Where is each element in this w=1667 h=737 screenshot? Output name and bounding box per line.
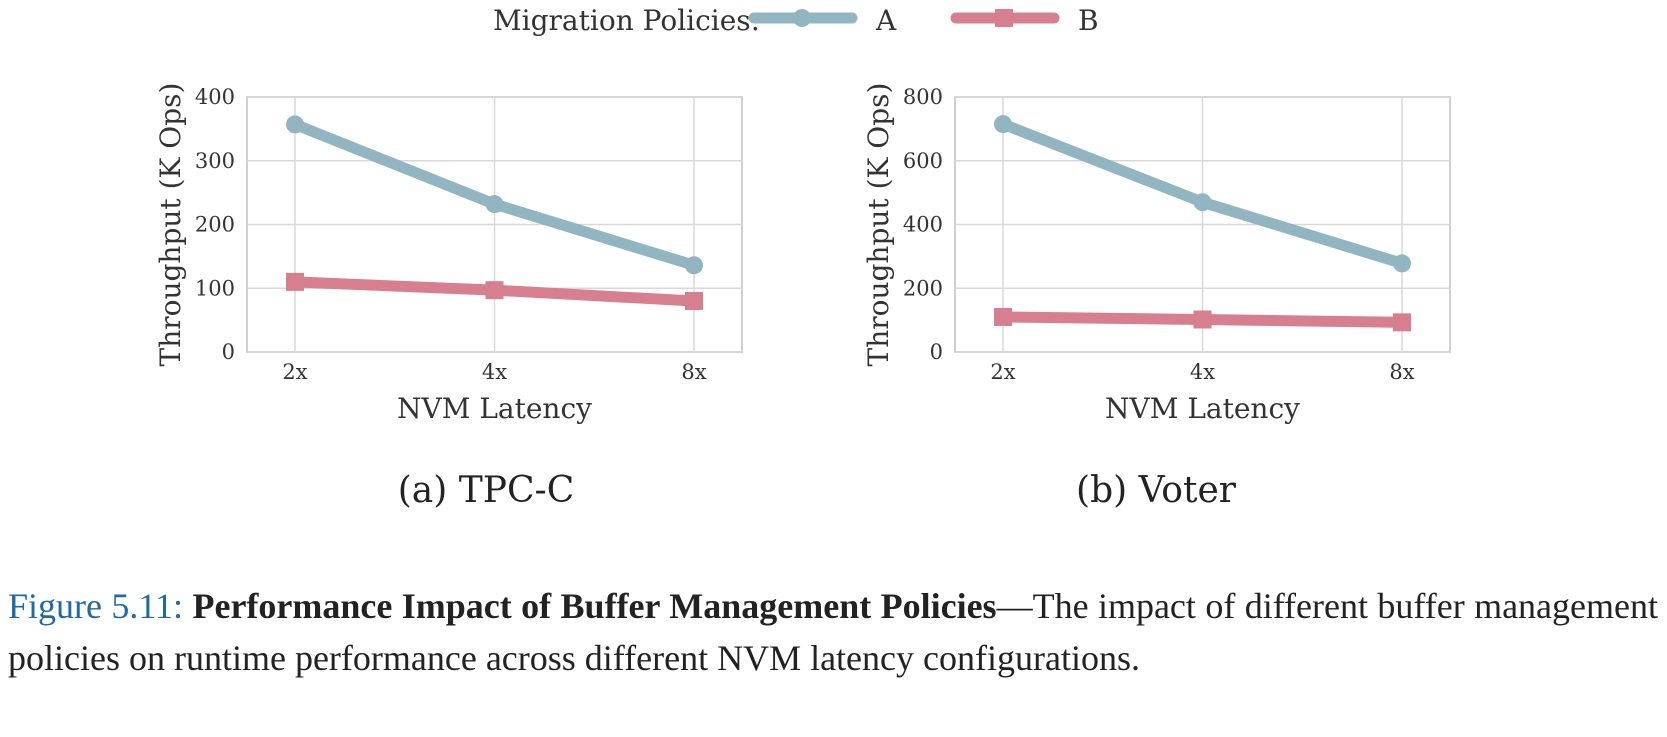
y-tick-label: 400	[903, 213, 943, 237]
x-tick-label: 4x	[482, 360, 507, 384]
figure-caption-text: —The impact of different buffer manageme…	[8, 586, 1658, 678]
subcaption-voter: (b) Voter	[1076, 470, 1236, 511]
x-tick-label: 8x	[1389, 360, 1414, 384]
legend-title: Migration Policies:	[493, 4, 761, 37]
chart-tpcc: 0 100 200 300 400 2x 4x 8x NVM Latency Throughput…	[154, 83, 743, 425]
data-point-a	[485, 195, 504, 214]
data-point-b	[286, 272, 304, 291]
x-axis-label: NVM Latency	[397, 392, 592, 425]
y-tick-label: 0	[930, 340, 943, 364]
figure-title: Performance Impact of Buffer Management …	[192, 586, 997, 626]
data-point-b	[994, 307, 1012, 326]
data-point-a	[685, 256, 703, 275]
y-tick-label: 800	[903, 85, 943, 109]
y-tick-label: 200	[903, 276, 943, 300]
y-tick-label: 0	[222, 340, 235, 364]
legend-label-a: A	[876, 4, 897, 37]
y-tick-label: 200	[195, 213, 235, 237]
y-tick-label: 600	[903, 149, 943, 173]
chart-voter: 0 200 400 600 800 2x 4x 8x NVM Latency Throughput…	[862, 83, 1451, 425]
data-point-b	[1193, 310, 1212, 329]
figure-caption: Figure 5.11: Performance Impact of Buffe…	[8, 580, 1658, 684]
y-axis-label: Throughput (K Ops)	[154, 83, 187, 367]
y-tick-label: 400	[195, 85, 235, 109]
y-tick-label: 300	[195, 149, 235, 173]
data-point-a	[1193, 193, 1212, 212]
data-point-a	[286, 115, 304, 134]
legend-swatch-b	[950, 9, 1060, 27]
legend-label-b: B	[1078, 4, 1099, 37]
data-point-a	[1393, 254, 1411, 273]
legend-swatch-a	[748, 9, 858, 27]
x-axis-label: NVM Latency	[1105, 392, 1300, 425]
x-tick-label: 4x	[1190, 360, 1215, 384]
x-tick-label: 8x	[681, 360, 706, 384]
x-tick-label: 2x	[990, 360, 1015, 384]
x-tick-label: 2x	[282, 360, 307, 384]
y-axis-label: Throughput (K Ops)	[862, 83, 895, 367]
legend: Migration Policies: A B	[0, 0, 1667, 48]
data-point-a	[994, 115, 1012, 134]
data-point-b	[485, 281, 504, 300]
data-point-b	[685, 292, 703, 310]
subcaption-tpcc: (a) TPC-C	[397, 470, 575, 511]
y-tick-label: 100	[195, 276, 235, 300]
data-point-b	[1393, 313, 1411, 332]
figure-label: Figure 5.11:	[8, 586, 184, 626]
